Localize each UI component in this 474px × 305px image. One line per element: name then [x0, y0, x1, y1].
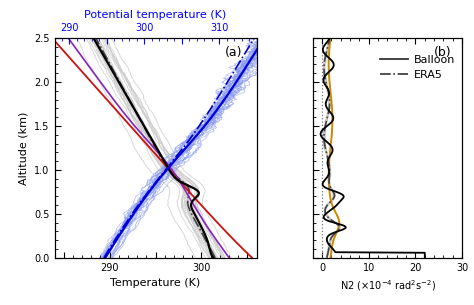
Y-axis label: Altitude (km): Altitude (km)	[18, 111, 28, 185]
Text: (b): (b)	[434, 46, 452, 59]
Legend: Balloon, ERA5: Balloon, ERA5	[376, 50, 460, 85]
X-axis label: Potential temperature (K): Potential temperature (K)	[84, 10, 227, 20]
X-axis label: Temperature (K): Temperature (K)	[110, 278, 201, 288]
Text: (a): (a)	[225, 46, 242, 59]
X-axis label: N2 ($\times$10$^{-4}$ rad$^{2}$s$^{-2}$): N2 ($\times$10$^{-4}$ rad$^{2}$s$^{-2}$)	[339, 278, 436, 293]
